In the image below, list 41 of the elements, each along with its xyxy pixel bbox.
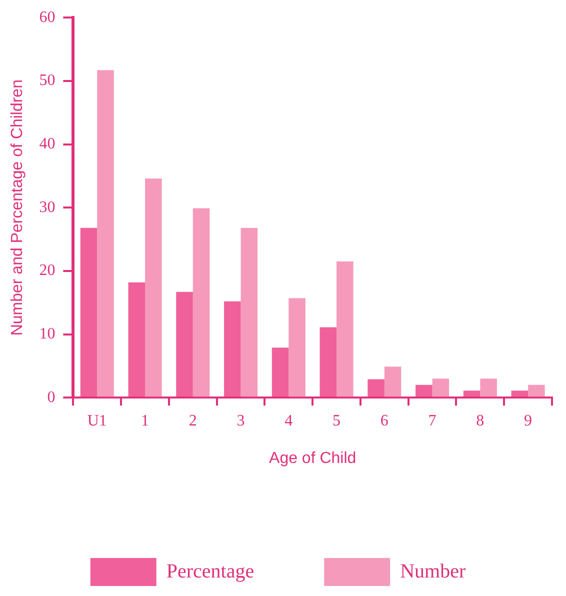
bar	[463, 390, 480, 397]
y-tick-label: 40	[39, 135, 56, 152]
bar	[528, 384, 545, 397]
bar	[336, 261, 354, 397]
x-tick-label: U1	[87, 412, 107, 430]
x-tick-label: 8	[476, 412, 484, 430]
legend-label: Percentage	[166, 560, 254, 582]
bar	[511, 390, 528, 397]
x-tick-label: 5	[332, 412, 341, 430]
y-tick-label: 0	[47, 388, 56, 406]
bar	[320, 327, 337, 397]
x-tick-label: 9	[524, 412, 532, 430]
bar	[80, 228, 98, 397]
legend-label: Number	[400, 560, 466, 582]
y-axis-title: Number and Percentage of Children	[9, 80, 26, 336]
y-tick-label: 10	[39, 325, 56, 342]
bar	[97, 70, 114, 397]
bar	[240, 228, 258, 397]
bar	[176, 292, 193, 397]
bar	[432, 378, 450, 397]
bar	[288, 298, 306, 397]
x-tick-label: 4	[284, 412, 293, 430]
y-tick-label: 30	[39, 198, 56, 216]
x-tick-label: 1	[141, 412, 150, 430]
x-tick-label: 7	[428, 412, 436, 430]
bar	[368, 379, 384, 397]
bar	[192, 208, 210, 397]
y-tick-label: 50	[39, 72, 56, 90]
x-tick-label: 3	[236, 412, 245, 430]
bar	[416, 384, 432, 397]
y-tick-label: 20	[39, 262, 56, 280]
bar	[128, 282, 146, 397]
bar	[272, 348, 289, 397]
x-tick-label: 2	[188, 412, 197, 430]
bar	[480, 378, 497, 397]
bar	[145, 178, 162, 397]
y-tick-label: 60	[39, 8, 56, 26]
bar	[224, 301, 241, 397]
x-tick-label: 6	[380, 412, 388, 430]
x-axis-title: Age of Child	[269, 450, 356, 467]
bar	[384, 366, 402, 397]
